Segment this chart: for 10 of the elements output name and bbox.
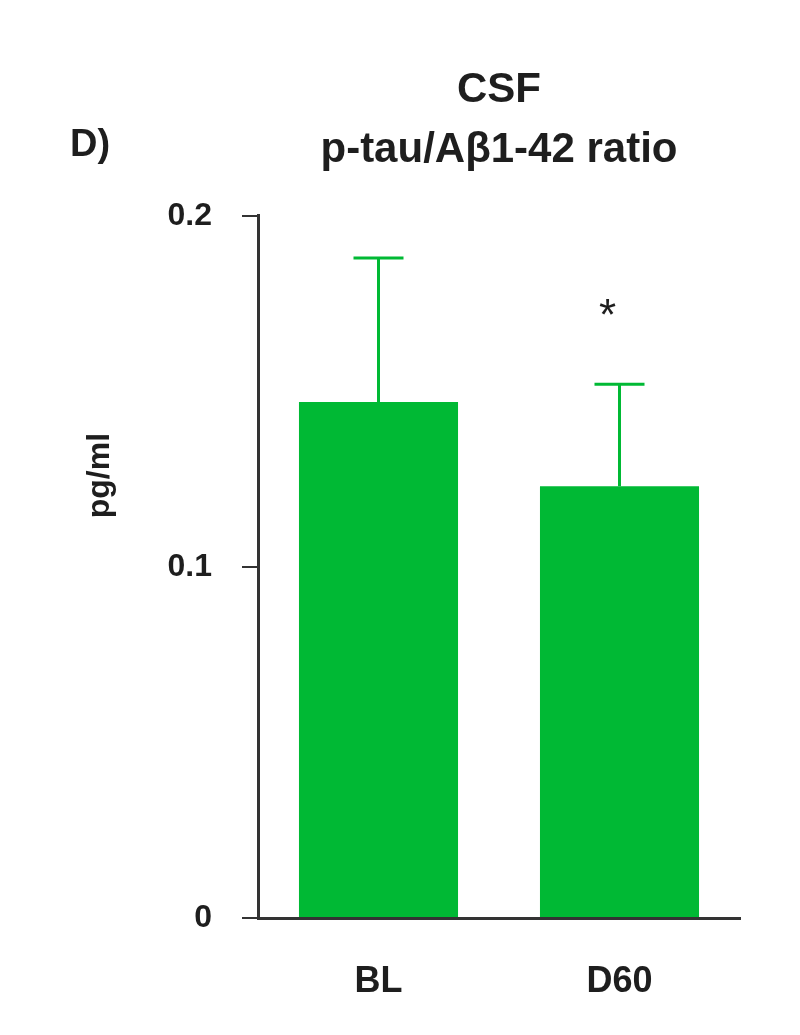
y-axis-title: pg/ml bbox=[79, 432, 116, 519]
text: D) bbox=[70, 122, 111, 165]
annotation: * bbox=[598, 290, 617, 340]
y-tick-label: 0 bbox=[194, 897, 212, 934]
y-tick-label: 0.2 bbox=[167, 195, 212, 232]
y-tick-label: 0.1 bbox=[167, 546, 212, 583]
x-tick-label: BL bbox=[354, 958, 403, 1000]
chart-title: CSF bbox=[457, 63, 541, 111]
chart-subtitle: p-tau/Aβ1-42 ratio bbox=[320, 124, 678, 172]
x-tick-label: D60 bbox=[586, 958, 653, 1000]
